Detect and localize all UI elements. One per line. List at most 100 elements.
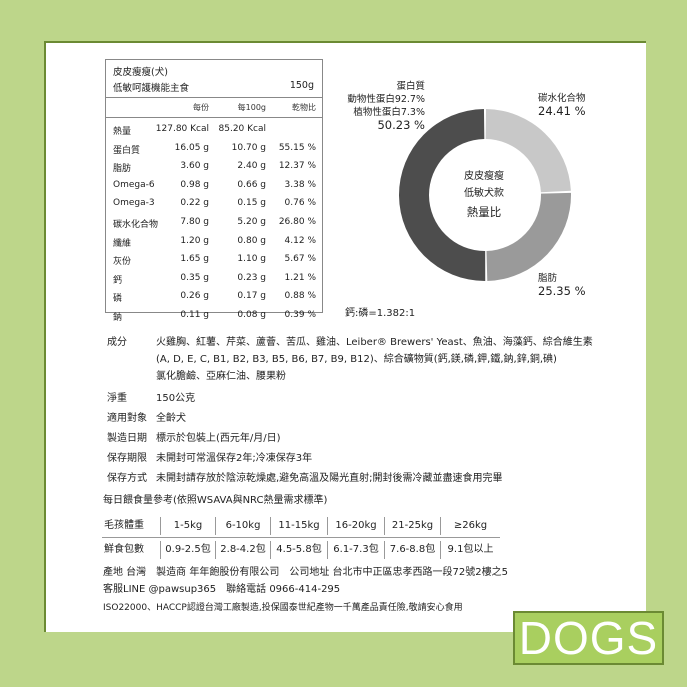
feeding-cell: 1-5kg: [160, 516, 215, 535]
feeding-cell: 9.1包以上: [440, 541, 500, 559]
info-value: (A, D, E, C, B1, B2, B3, B5, B6, B7, B9,…: [156, 354, 557, 365]
carb-value: 24.41 %: [538, 104, 586, 118]
feeding-cell: 21-25kg: [384, 516, 440, 535]
nutrient-name: 磷: [113, 294, 123, 305]
info-value: 未開封可常溫保存2年;冷凍保存3年: [156, 453, 313, 464]
product-name: 皮皮瘦瘦(犬): [113, 67, 168, 78]
col-header: 每100g: [237, 103, 266, 112]
donut-slice: [399, 109, 486, 281]
nutrient-value: 0.15 g: [237, 198, 266, 209]
info-key: 成分: [107, 337, 127, 348]
carb-label: 碳水化合物 24.41 %: [538, 92, 586, 118]
info-row: 氯化膽鹼、亞麻仁油、腰果粉: [107, 367, 286, 382]
nutrient-name: 鈣: [113, 275, 123, 286]
serving-size: 150g: [289, 80, 314, 91]
info-value: 火雞胸、紅薯、芹菜、蘆薈、苦瓜、雞油、Leiber® Brewers' Yeas…: [156, 337, 593, 348]
info-value: 150公克: [156, 393, 196, 404]
info-row: 製造日期 標示於包裝上(西元年/月/日): [107, 429, 281, 444]
feeding-cell: 2.8-4.2包: [215, 541, 270, 559]
nutrient-value: 3.38 %: [284, 179, 316, 190]
nutrient-value: 26.80 %: [278, 217, 316, 227]
nutrient-name: 蛋白質: [113, 145, 141, 156]
info-row: 保存期限 未開封可常溫保存2年;冷凍保存3年: [107, 449, 312, 464]
feeding-header: 毛孩體重 1-5kg 6-10kg 11-15kg 16-20kg 21-25kg ≥26k…: [102, 514, 500, 538]
feeding-cell: 11-15kg: [270, 516, 327, 535]
center-line: 熱量比: [466, 205, 502, 219]
nutrient-name: 灰份: [113, 257, 132, 268]
donut-center-text: 皮皮瘦瘦 低敏犬款 熱量比: [434, 168, 534, 221]
nutrient-value: 2.40 g: [237, 161, 266, 172]
manufacturer-info: 產地 台灣 製造商 年年飽股份有限公司 公司地址 台北市中正區忠孝西路一段72號…: [103, 567, 508, 578]
info-key: 保存方式: [107, 473, 147, 484]
feeding-table: 毛孩體重 1-5kg 6-10kg 11-15kg 16-20kg 21-25kg ≥26k…: [102, 514, 500, 562]
protein-note-plant: 植物性蛋白7.3%: [353, 107, 425, 118]
nutrition-table: 皮皮瘦瘦(犬) 低敏呵護機能主食 150g 每份 每100g 乾物比 熱量 127…: [105, 59, 323, 323]
center-line: 皮皮瘦瘦: [464, 171, 504, 182]
nutrient-value: 0.22 g: [180, 198, 209, 209]
nutrient-value: 5.67 %: [284, 254, 316, 265]
fat-title: 脂肪: [538, 273, 558, 284]
divider: [106, 97, 322, 98]
col-header: 乾物比: [292, 103, 316, 112]
nutrient-name: Omega-3: [113, 198, 155, 209]
nutrient-value: 0.11 g: [180, 310, 209, 320]
feeding-cell: 鮮食包數: [104, 544, 144, 555]
nutrient-value: 5.20 g: [237, 217, 266, 227]
protein-label: 蛋白質 動物性蛋白92.7% 植物性蛋白7.3% 50.23 %: [347, 80, 425, 132]
nutrient-value: 0.39 %: [284, 310, 316, 320]
feeding-cell: 16-20kg: [327, 516, 384, 535]
info-row: (A, D, E, C, B1, B2, B3, B5, B6, B7, B9,…: [107, 350, 557, 365]
ca-p-ratio: 鈣:磷=1.382:1: [345, 308, 416, 319]
nutrient-name: 脂肪: [113, 164, 132, 175]
nutrient-value: 16.05 g: [174, 142, 209, 153]
nutrient-value: 55.15 %: [278, 142, 316, 153]
info-key: 保存期限: [107, 453, 147, 464]
center-line: 低敏犬款: [464, 188, 504, 199]
nutrient-name: 碳水化合物: [113, 220, 159, 230]
nutrient-value: 0.80 g: [237, 235, 266, 246]
feeding-cell: 0.9-2.5包: [160, 541, 215, 559]
nutrient-value: 4.12 %: [284, 235, 316, 246]
feeding-cell: 毛孩體重: [104, 519, 144, 531]
nutrient-value: 0.66 g: [237, 179, 266, 190]
nutrient-value: 0.23 g: [237, 272, 266, 283]
nutrient-value: 0.35 g: [180, 272, 209, 283]
nutrient-value: 85.20 Kcal: [218, 124, 267, 134]
nutrient-name: Omega-6: [113, 179, 155, 190]
certification-info: ISO22000、HACCP認證台灣工廠製造,投保國泰世紀產物一千萬產品責任險,…: [103, 603, 463, 613]
nutrient-value: 0.98 g: [180, 179, 209, 190]
nutrient-value: 1.65 g: [180, 254, 209, 265]
protein-note-animal: 動物性蛋白92.7%: [347, 94, 425, 105]
info-key: 製造日期: [107, 433, 147, 444]
divider: [106, 117, 322, 118]
nutrient-value: 1.10 g: [237, 254, 266, 265]
fat-value: 25.35 %: [538, 284, 586, 298]
donut-slice: [486, 192, 571, 281]
donut-slice: [485, 109, 571, 193]
nutrient-value: 12.37 %: [278, 161, 316, 172]
feeding-cell: 6-10kg: [215, 516, 270, 535]
feeding-title: 每日餵食量參考(依照WSAVA與NRC熱量需求標準): [103, 495, 328, 506]
nutrient-value: 3.60 g: [180, 161, 209, 172]
nutrient-value: 127.80 Kcal: [155, 124, 209, 134]
fat-label: 脂肪 25.35 %: [538, 272, 586, 298]
nutrient-value: 0.76 %: [284, 198, 316, 209]
nutrient-value: 1.20 g: [180, 235, 209, 246]
info-value: 氯化膽鹼、亞麻仁油、腰果粉: [156, 371, 286, 382]
contact-info: 客服LINE @pawsup365 聯絡電話 0966-414-295: [103, 584, 341, 595]
info-key: 淨重: [107, 393, 127, 404]
info-value: 全齡犬: [156, 413, 186, 424]
info-row: 成分 火雞胸、紅薯、芹菜、蘆薈、苦瓜、雞油、Leiber® Brewers' Ye…: [107, 333, 593, 348]
nutrient-value: 1.21 %: [284, 272, 316, 283]
nutrient-value: 0.17 g: [237, 291, 266, 302]
nutrient-value: 0.08 g: [237, 310, 266, 320]
calorie-donut-chart: [399, 109, 571, 281]
nutrient-value: 7.80 g: [180, 217, 209, 227]
feeding-cell: 7.6-8.8包: [384, 541, 440, 559]
col-header: 每份: [193, 103, 209, 112]
nutrient-value: 0.88 %: [284, 291, 316, 302]
nutrient-value: 0.26 g: [180, 291, 209, 302]
protein-title: 蛋白質: [396, 81, 425, 92]
carb-title: 碳水化合物: [538, 93, 586, 104]
feeding-cell: 4.5-5.8包: [270, 541, 327, 559]
